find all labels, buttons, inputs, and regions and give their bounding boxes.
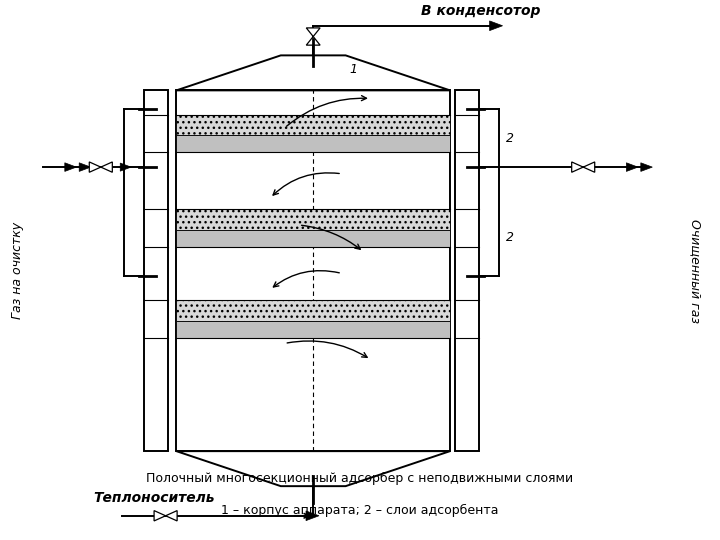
Bar bbox=[176, 209, 450, 230]
Polygon shape bbox=[120, 163, 131, 171]
Text: Очищенный газ: Очищенный газ bbox=[688, 219, 701, 323]
Polygon shape bbox=[101, 162, 112, 172]
Text: 1: 1 bbox=[349, 63, 357, 76]
Bar bbox=[144, 90, 168, 451]
Polygon shape bbox=[572, 162, 583, 172]
Bar bbox=[176, 114, 450, 136]
Text: Газ на очистку: Газ на очистку bbox=[12, 222, 24, 319]
Text: Теплоноситель: Теплоноситель bbox=[94, 491, 215, 505]
Bar bbox=[176, 300, 450, 321]
Polygon shape bbox=[65, 163, 76, 171]
Bar bbox=[176, 136, 450, 152]
Text: В конденсотор: В конденсотор bbox=[421, 4, 541, 18]
Polygon shape bbox=[583, 162, 595, 172]
Polygon shape bbox=[626, 163, 638, 171]
Polygon shape bbox=[79, 163, 91, 171]
Polygon shape bbox=[641, 163, 652, 171]
Text: 2: 2 bbox=[506, 231, 514, 244]
Polygon shape bbox=[306, 28, 320, 37]
Polygon shape bbox=[154, 511, 166, 521]
Bar bbox=[176, 230, 450, 247]
Bar bbox=[455, 90, 479, 451]
Polygon shape bbox=[166, 511, 177, 521]
Bar bbox=[176, 90, 450, 451]
Polygon shape bbox=[306, 37, 320, 45]
Text: 2: 2 bbox=[506, 132, 514, 145]
Polygon shape bbox=[89, 162, 101, 172]
Polygon shape bbox=[490, 21, 503, 31]
Polygon shape bbox=[306, 511, 319, 521]
Text: 1 – корпус аппарата; 2 – слои адсорбента: 1 – корпус аппарата; 2 – слои адсорбента bbox=[221, 504, 499, 517]
Text: Полочный многосекционный адсорбер с неподвижными слоями: Полочный многосекционный адсорбер с непо… bbox=[146, 471, 574, 484]
Bar bbox=[176, 321, 450, 338]
